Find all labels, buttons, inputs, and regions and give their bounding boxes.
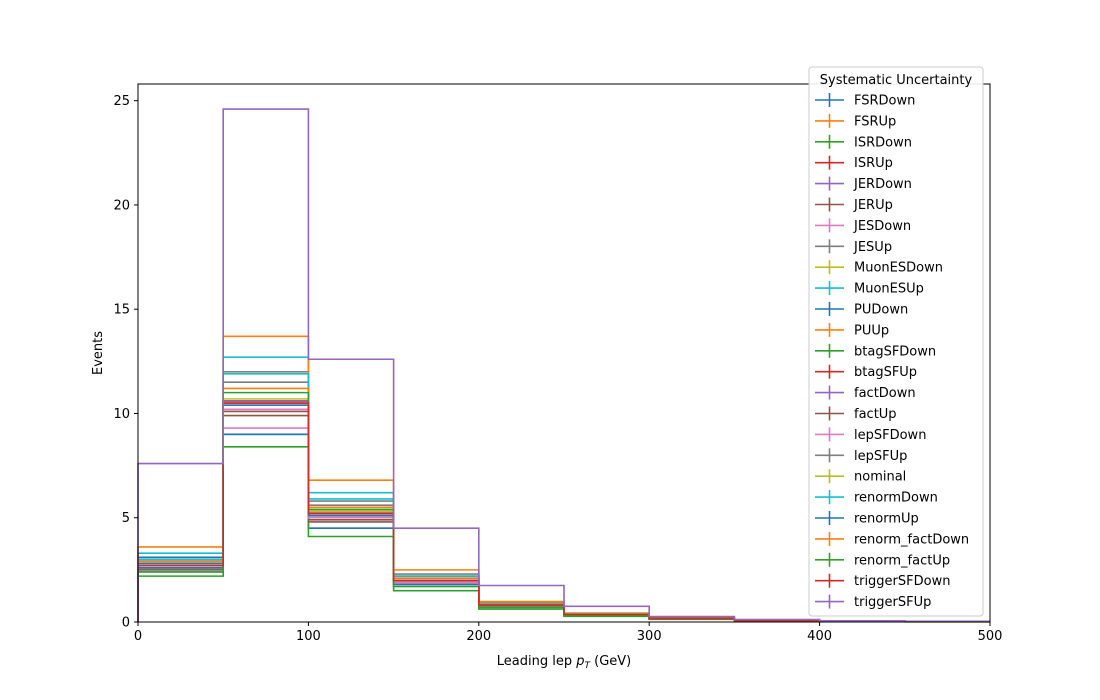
legend-label: FSRDown bbox=[854, 94, 915, 109]
legend-entry: FSRUp bbox=[815, 113, 896, 129]
legend-entry: triggerSFDown bbox=[815, 573, 950, 589]
y-axis: 0 5 10 15 20 25 bbox=[113, 94, 138, 631]
legend-label: nominal bbox=[854, 470, 906, 485]
legend-label: PUUp bbox=[854, 323, 889, 338]
legend-entry: btagSFUp bbox=[815, 364, 917, 380]
x-axis: 0 100 200 300 400 500 bbox=[134, 622, 1003, 644]
legend-entry: renorm_factUp bbox=[815, 552, 950, 568]
legend-label: lepSFDown bbox=[854, 428, 926, 443]
legend-entry: JERUp bbox=[815, 197, 893, 213]
legend-label: PUDown bbox=[854, 303, 908, 318]
legend-entry: renorm_factDown bbox=[815, 531, 969, 547]
legend-entry: renormUp bbox=[815, 511, 919, 527]
legend-entries: FSRDown FSRUp ISRDown ISRUp JERDown JERUp JESD… bbox=[815, 93, 969, 610]
y-tick-label: 25 bbox=[113, 94, 130, 109]
x-tick-label: 300 bbox=[637, 629, 662, 644]
legend-entry: factUp bbox=[815, 406, 897, 422]
legend-entry: JERDown bbox=[815, 176, 912, 192]
legend-label: ISRDown bbox=[854, 135, 912, 150]
legend-label: btagSFDown bbox=[854, 344, 936, 359]
legend: Systematic Uncertainty FSRDown FSRUp ISRDo… bbox=[808, 66, 984, 617]
x-tick-label: 400 bbox=[807, 629, 832, 644]
legend-entry: ISRDown bbox=[815, 134, 912, 150]
legend-label: renorm_factDown bbox=[854, 532, 969, 547]
legend-label: renorm_factUp bbox=[854, 553, 950, 568]
legend-label: factDown bbox=[854, 386, 916, 401]
x-tick-label: 200 bbox=[466, 629, 491, 644]
legend-entry: PUUp bbox=[815, 322, 889, 338]
legend-entry: renormDown bbox=[815, 490, 938, 506]
legend-label: JESUp bbox=[853, 240, 892, 255]
legend-entry: triggerSFUp bbox=[815, 594, 931, 610]
legend-label: MuonESUp bbox=[854, 282, 924, 297]
legend-entry: MuonESUp bbox=[815, 281, 924, 297]
legend-label: renormUp bbox=[854, 512, 919, 527]
legend-entry: lepSFUp bbox=[815, 448, 907, 464]
y-tick-label: 20 bbox=[113, 198, 130, 213]
y-axis-label: Events bbox=[91, 331, 106, 375]
x-tick-label: 100 bbox=[296, 629, 321, 644]
legend-label: triggerSFUp bbox=[854, 595, 931, 610]
legend-label: JERUp bbox=[853, 198, 893, 213]
legend-label: ISRUp bbox=[854, 156, 893, 171]
x-axis-label: Leading lep pT (GeV) bbox=[497, 654, 631, 671]
legend-entry: FSRDown bbox=[815, 93, 915, 109]
legend-entry: factDown bbox=[815, 385, 916, 401]
legend-label: renormDown bbox=[854, 491, 938, 506]
legend-entry: ISRUp bbox=[815, 155, 893, 171]
legend-entry: lepSFDown bbox=[815, 427, 926, 443]
legend-label: JERDown bbox=[853, 177, 912, 192]
plot-frame bbox=[137, 83, 991, 623]
y-tick-label: 5 bbox=[122, 511, 130, 526]
legend-entry: PUDown bbox=[815, 302, 908, 318]
legend-label: MuonESDown bbox=[854, 261, 943, 276]
series-layer bbox=[137, 108, 990, 623]
legend-label: FSRUp bbox=[854, 114, 896, 129]
y-tick-label: 0 bbox=[122, 616, 130, 631]
legend-entry: btagSFDown bbox=[815, 343, 936, 359]
legend-entry: MuonESDown bbox=[815, 260, 943, 276]
legend-label: JESDown bbox=[853, 219, 911, 234]
series-line-triggerSFUp bbox=[137, 108, 990, 623]
legend-entry: nominal bbox=[815, 469, 906, 485]
legend-entry: JESUp bbox=[815, 239, 892, 255]
x-tick-label: 500 bbox=[978, 629, 1003, 644]
legend-label: factUp bbox=[854, 407, 897, 422]
legend-box bbox=[808, 66, 984, 617]
legend-label: btagSFUp bbox=[854, 365, 917, 380]
x-tick-label: 0 bbox=[134, 629, 142, 644]
legend-entry: JESDown bbox=[815, 218, 911, 234]
legend-title: Systematic Uncertainty bbox=[820, 73, 973, 88]
y-tick-label: 15 bbox=[113, 303, 130, 318]
y-tick-label: 10 bbox=[113, 407, 130, 422]
legend-label: lepSFUp bbox=[854, 449, 907, 464]
legend-label: triggerSFDown bbox=[854, 574, 950, 589]
